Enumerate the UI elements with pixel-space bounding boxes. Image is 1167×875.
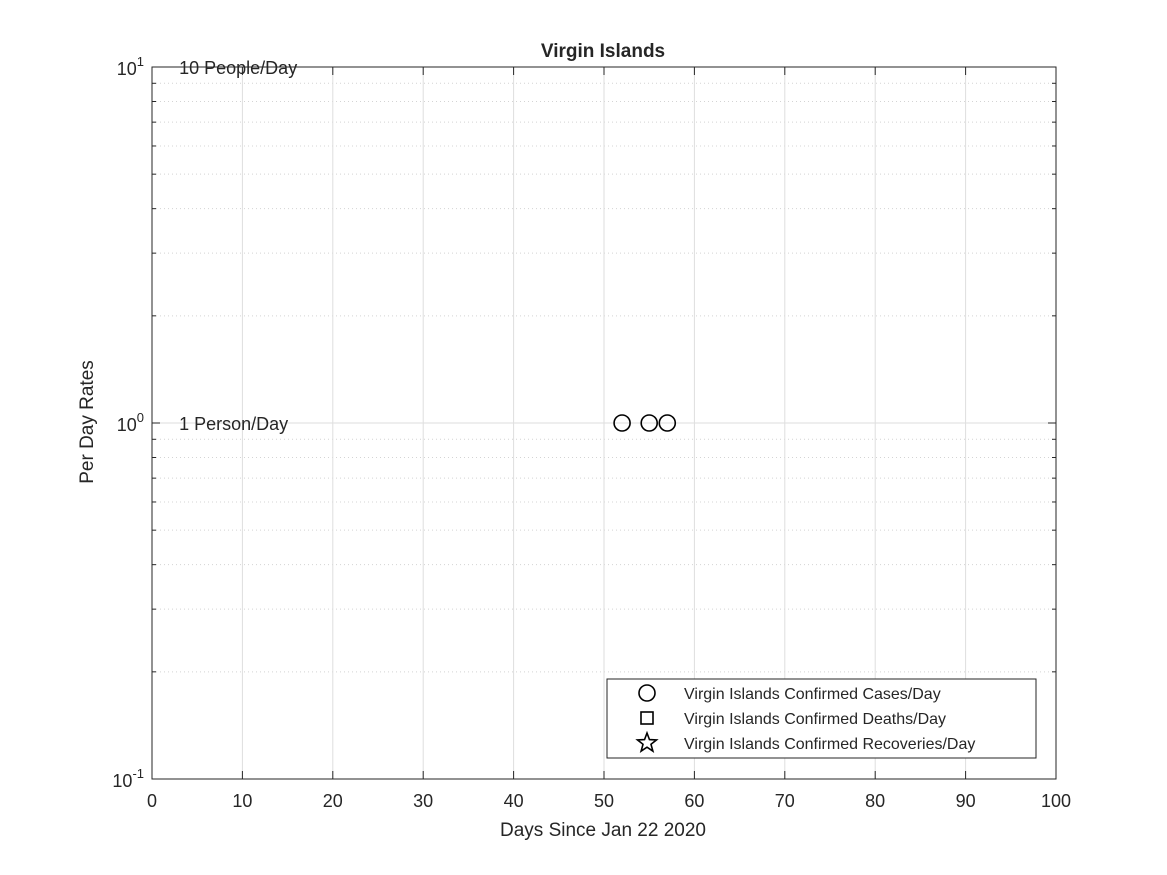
x-tick-label: 30 [413, 791, 433, 811]
y-tick-label: 10-1 [112, 766, 144, 791]
y-tick-label: 101 [117, 54, 144, 79]
data-marks [613, 414, 677, 432]
x-tick-label: 60 [684, 791, 704, 811]
x-tick-label: 70 [775, 791, 795, 811]
legend-marker-square [640, 711, 654, 725]
legend-label: Virgin Islands Confirmed Deaths/Day [684, 711, 946, 728]
x-tick-label: 20 [323, 791, 343, 811]
x-tick-label: 50 [594, 791, 614, 811]
annotation-label: 1 Person/Day [179, 414, 288, 434]
x-tick-label: 10 [232, 791, 252, 811]
x-tick-label: 0 [147, 791, 157, 811]
x-axis-label: Days Since Jan 22 2020 [500, 820, 706, 841]
x-tick-label: 80 [865, 791, 885, 811]
y-axis-label: Per Day Rates [77, 360, 98, 484]
chart-title: Virgin Islands [541, 41, 665, 62]
legend-label: Virgin Islands Confirmed Recoveries/Day [684, 736, 975, 753]
annotation-label: 10 People/Day [179, 58, 297, 78]
legend-marker-circle [638, 684, 656, 702]
legend: Virgin Islands Confirmed Cases/Day Virgin… [606, 678, 1037, 759]
legend-marker-star [635, 730, 659, 753]
grid [151, 66, 1057, 780]
y-tick-label: 100 [117, 410, 144, 435]
x-tick-label: 90 [956, 791, 976, 811]
x-tick-label: 40 [504, 791, 524, 811]
legend-label: Virgin Islands Confirmed Cases/Day [684, 686, 941, 703]
x-tick-label: 100 [1041, 791, 1071, 811]
data-point-circle [640, 414, 659, 432]
annotations: 10 People/Day 1 Person/Day [179, 58, 297, 434]
legend-box [606, 678, 1037, 759]
axes: 0 10 20 30 40 50 60 70 80 90 100 10-1 100 101 [112, 54, 1071, 811]
data-point-circle [613, 414, 631, 432]
data-point-circle [658, 414, 677, 432]
